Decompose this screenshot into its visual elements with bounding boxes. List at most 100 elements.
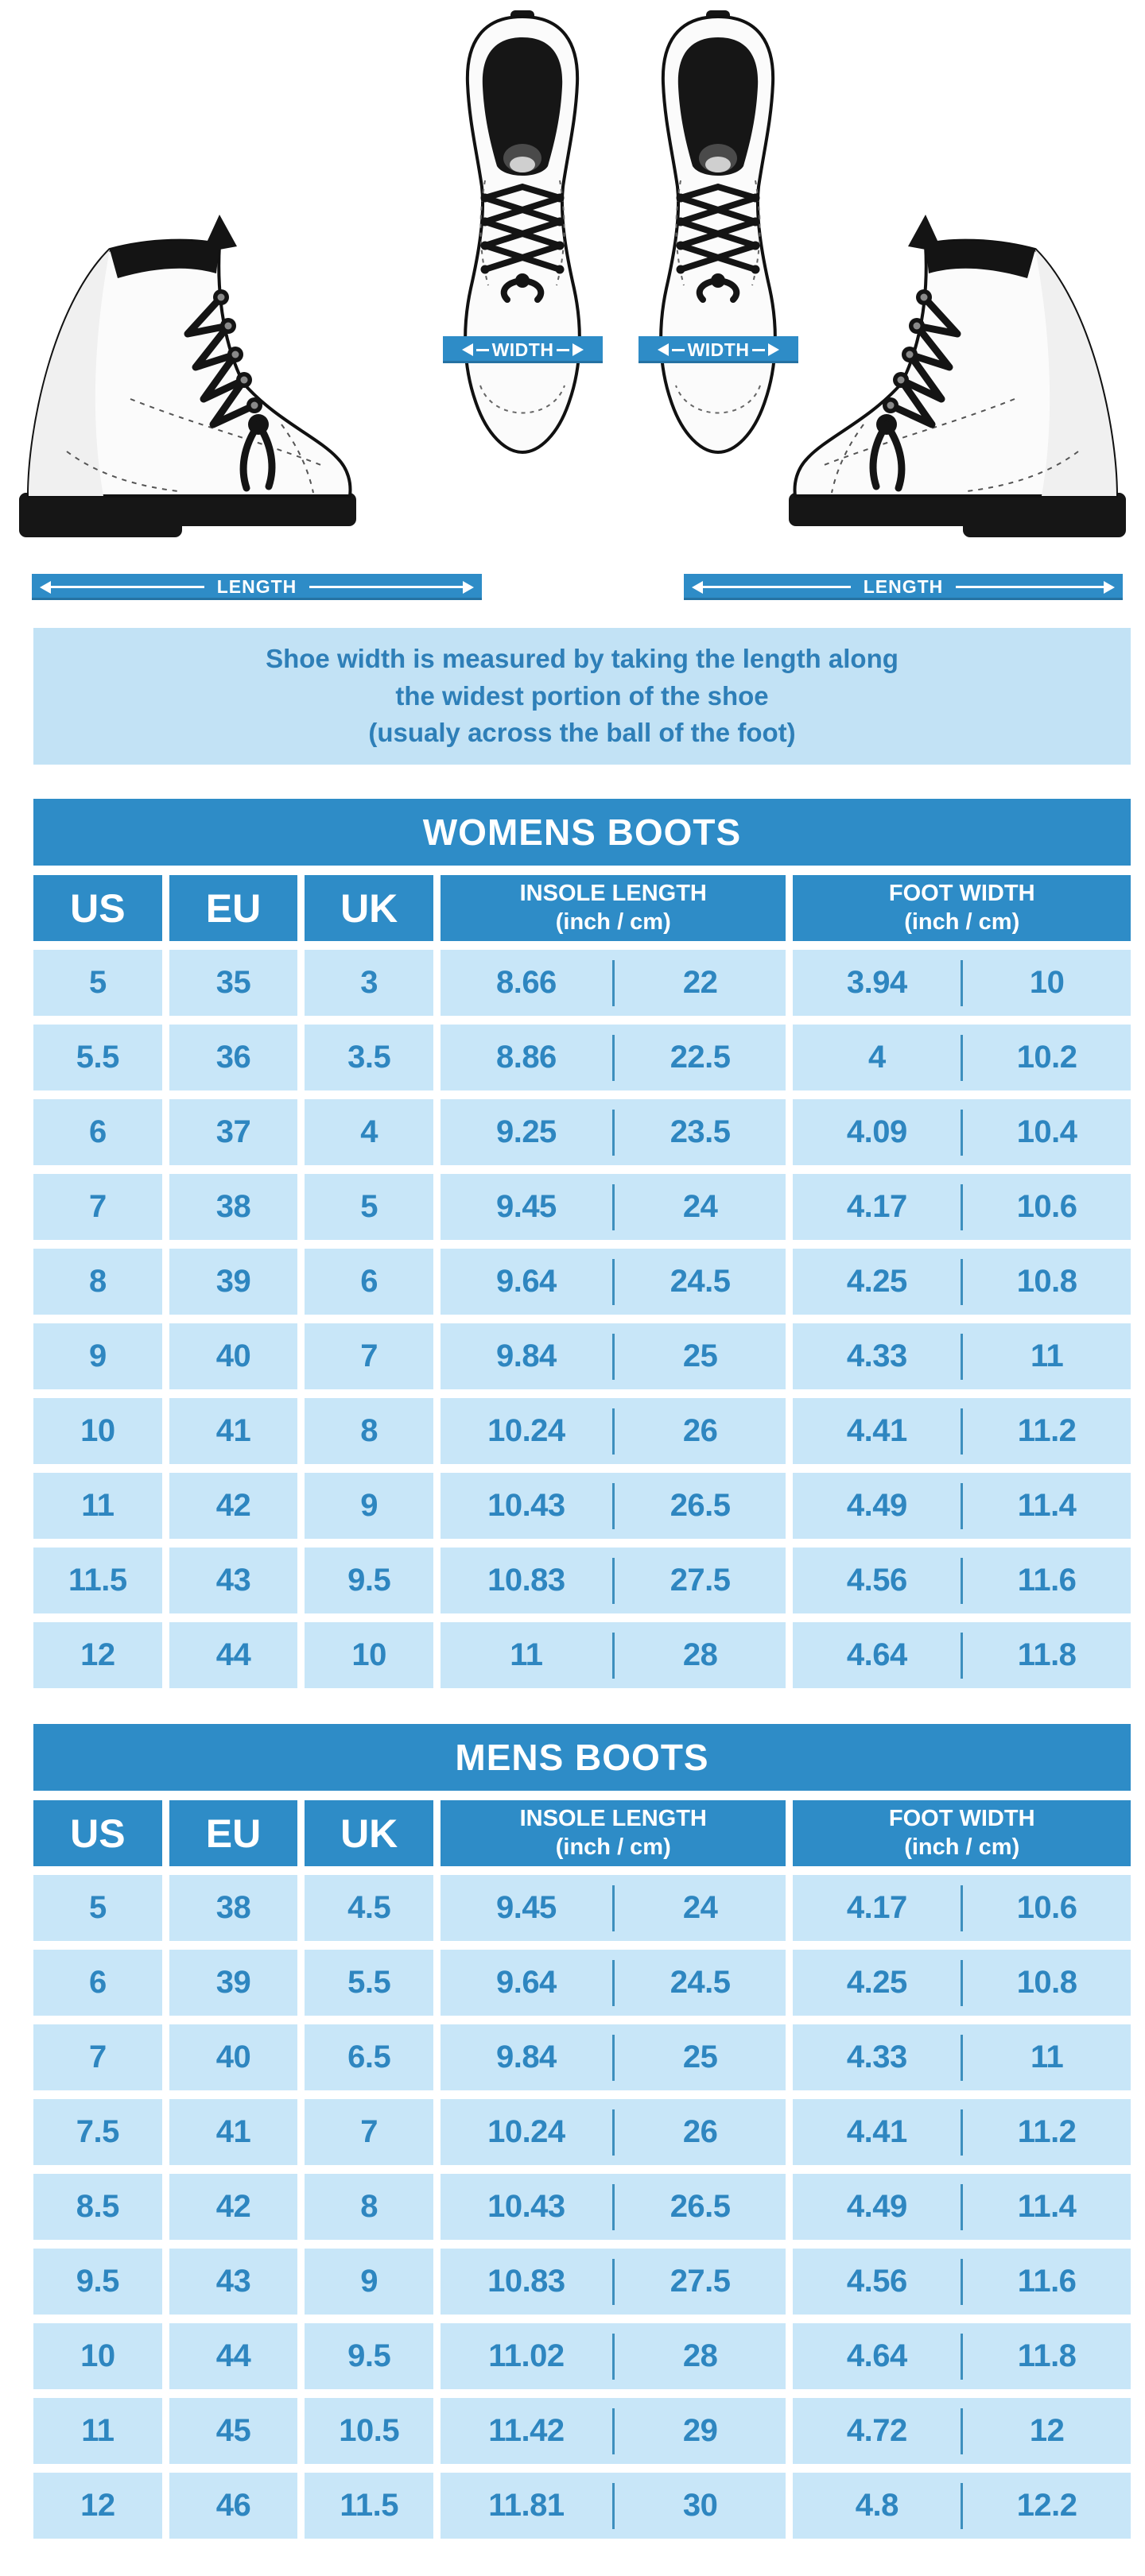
insole-length-cell: 11.02 28 xyxy=(441,2323,786,2389)
foot-width-inch-value: 4.72 xyxy=(846,2413,907,2448)
foot-width-inch-value: 4.33 xyxy=(846,1338,907,1373)
insole-cm-value: 28 xyxy=(682,2338,718,2373)
insole-inch-value: 8.66 xyxy=(495,965,557,1000)
uk-size-cell: 4 xyxy=(305,1099,434,1165)
foot-width-cm-value: 11.8 xyxy=(1017,1637,1077,1672)
uk-size-cell: 3.5 xyxy=(305,1025,434,1090)
header-foot-width: FOOT WIDTH (inch / cm) xyxy=(793,875,1131,941)
inch-cm-divider xyxy=(611,1333,615,1380)
insole-cm-value: 25 xyxy=(682,2039,718,2074)
foot-width-inch-value: 4.64 xyxy=(846,2338,907,2373)
length-band-left: LENGTH xyxy=(32,574,482,600)
eu-size-cell: 38 xyxy=(169,1174,298,1240)
foot-width-inch-value: 4.49 xyxy=(846,1488,907,1523)
length-label: LENGTH xyxy=(863,576,944,597)
foot-width-inch-value: 4.64 xyxy=(846,1637,907,1672)
uk-size-cell: 7 xyxy=(305,2099,434,2165)
inch-cm-divider xyxy=(961,959,964,1006)
foot-width-cell: 4.41 11.2 xyxy=(793,2099,1131,2165)
insole-cm-value: 24 xyxy=(682,1189,718,1224)
insole-inch-value: 11.02 xyxy=(488,2338,565,2373)
foot-width-inch-value: 4.41 xyxy=(846,1413,907,1448)
foot-width-inch-value: 4.25 xyxy=(846,1264,907,1299)
us-size-cell: 5.5 xyxy=(33,1025,162,1090)
inch-cm-divider xyxy=(961,1183,964,1230)
width-label: WIDTH xyxy=(687,339,750,360)
table-row: 7 38 5 9.45 24 4.17 10.6 xyxy=(33,1174,1131,1240)
inch-cm-divider xyxy=(961,1885,964,1931)
eu-size-cell: 41 xyxy=(169,1398,298,1464)
womens-boots-table: WOMENS BOOTS US EU UK INSOLE LENGTH (inc… xyxy=(33,799,1131,1688)
foot-width-cm-value: 12.2 xyxy=(1016,2488,1077,2523)
insole-inch-value: 11 xyxy=(510,1637,543,1672)
uk-size-cell: 5.5 xyxy=(305,1950,434,2016)
inch-cm-divider xyxy=(611,2183,615,2230)
insole-cm-value: 26 xyxy=(682,1413,718,1448)
uk-size-cell: 7 xyxy=(305,1323,434,1389)
insole-cm-value: 30 xyxy=(682,2488,718,2523)
boot-top-view-right xyxy=(636,8,800,466)
foot-width-inch-value: 4.49 xyxy=(846,2189,907,2224)
foot-width-cell: 4.25 10.8 xyxy=(793,1950,1131,2016)
eu-size-cell: 37 xyxy=(169,1099,298,1165)
eu-size-cell: 42 xyxy=(169,2174,298,2240)
uk-size-cell: 9 xyxy=(305,2249,434,2315)
inch-cm-divider xyxy=(961,2034,964,2081)
table-row: 5 35 3 8.66 22 3.94 10 xyxy=(33,950,1131,1016)
note-line: (usualy across the ball of the foot) xyxy=(368,718,796,748)
insole-inch-value: 11.42 xyxy=(488,2413,565,2448)
table-row: 9 40 7 9.84 25 4.33 11 xyxy=(33,1323,1131,1389)
uk-size-cell: 6.5 xyxy=(305,2024,434,2090)
eu-size-cell: 45 xyxy=(169,2398,298,2464)
table-row: 7 40 6.5 9.84 25 4.33 11 xyxy=(33,2024,1131,2090)
inch-cm-divider xyxy=(611,1183,615,1230)
inch-cm-divider xyxy=(611,959,615,1006)
insole-inch-value: 9.84 xyxy=(495,2039,557,2074)
insole-length-cell: 10.24 26 xyxy=(441,2099,786,2165)
insole-length-cell: 10.43 26.5 xyxy=(441,1473,786,1539)
header-eu: EU xyxy=(169,875,298,941)
uk-size-cell: 10.5 xyxy=(305,2398,434,2464)
insole-cm-value: 24.5 xyxy=(670,1264,731,1299)
uk-size-cell: 11.5 xyxy=(305,2473,434,2539)
inch-cm-divider xyxy=(961,2109,964,2156)
table-header-row: US EU UK INSOLE LENGTH (inch / cm) FOOT … xyxy=(33,1800,1131,1866)
table-row: 6 37 4 9.25 23.5 4.09 10.4 xyxy=(33,1099,1131,1165)
table-row: 8.5 42 8 10.43 26.5 4.49 11.4 xyxy=(33,2174,1131,2240)
foot-width-inch-value: 4.33 xyxy=(846,2039,907,2074)
foot-width-cm-value: 11.4 xyxy=(1017,1488,1077,1523)
inch-cm-divider xyxy=(961,1557,964,1604)
inch-cm-divider xyxy=(611,1632,615,1679)
inch-cm-divider xyxy=(611,1482,615,1529)
eu-size-cell: 44 xyxy=(169,2323,298,2389)
arrow-right-icon xyxy=(1104,580,1115,594)
eu-size-cell: 40 xyxy=(169,2024,298,2090)
foot-width-cm-value: 11.6 xyxy=(1017,1563,1077,1598)
note-line: the widest portion of the shoe xyxy=(395,680,769,711)
insole-inch-value: 8.86 xyxy=(495,1040,557,1075)
insole-cm-value: 24.5 xyxy=(670,1965,731,2000)
table-row: 12 44 10 11 28 4.64 11.8 xyxy=(33,1622,1131,1688)
inch-cm-divider xyxy=(961,2333,964,2380)
table-body: 5 38 4.5 9.45 24 4.17 10.6 6 39 5.5 9.64 24.5 4.25 10… xyxy=(33,1875,1131,2539)
us-size-cell: 11 xyxy=(33,1473,162,1539)
us-size-cell: 10 xyxy=(33,2323,162,2389)
inch-cm-divider xyxy=(961,1109,964,1156)
uk-size-cell: 8 xyxy=(305,1398,434,1464)
foot-width-cell: 4 10.2 xyxy=(793,1025,1131,1090)
foot-width-cell: 4.64 11.8 xyxy=(793,1622,1131,1688)
insole-length-cell: 9.84 25 xyxy=(441,2024,786,2090)
insole-inch-value: 10.43 xyxy=(487,1488,565,1523)
foot-width-cell: 4.8 12.2 xyxy=(793,2473,1131,2539)
foot-width-cell: 4.64 11.8 xyxy=(793,2323,1131,2389)
table-body: 5 35 3 8.66 22 3.94 10 5.5 36 3.5 8.86 22.5 4 10.2 6 37… xyxy=(33,950,1131,1688)
inch-cm-divider xyxy=(961,1632,964,1679)
insole-inch-value: 10.24 xyxy=(487,1413,565,1448)
us-size-cell: 5 xyxy=(33,950,162,1016)
uk-size-cell: 9 xyxy=(305,1473,434,1539)
uk-size-cell: 9.5 xyxy=(305,2323,434,2389)
insole-length-cell: 8.86 22.5 xyxy=(441,1025,786,1090)
insole-length-cell: 9.64 24.5 xyxy=(441,1249,786,1315)
foot-width-cell: 4.09 10.4 xyxy=(793,1099,1131,1165)
uk-size-cell: 3 xyxy=(305,950,434,1016)
